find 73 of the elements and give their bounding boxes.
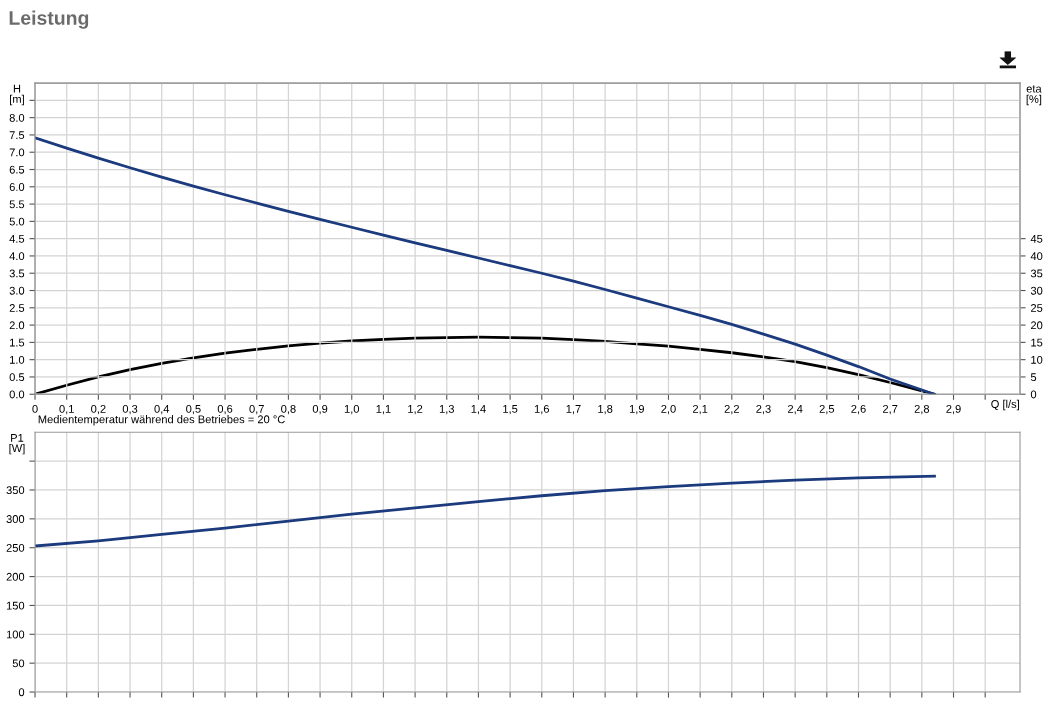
y2-tick-label: 10 (1031, 355, 1043, 364)
x-tick-label: 0,9 (312, 404, 328, 415)
x-tick-label: 0,5 (186, 404, 201, 415)
y-tick-label: 1.5 (10, 338, 25, 347)
y-tick-label: 5.5 (9, 200, 25, 209)
line-series (35, 136, 936, 395)
y2-tick-label: 0 (1030, 390, 1037, 399)
x-tick-label: 1,8 (598, 404, 613, 415)
y-tick-label: 4.5 (9, 235, 25, 243)
x-tick-label: 1,6 (534, 404, 550, 415)
x-tick-label: 0,7 (249, 404, 264, 415)
y-axis-title: P1 [W] (9, 434, 25, 455)
x-tick-label: 0,8 (281, 404, 296, 415)
y-tick-label: 350 (6, 486, 25, 495)
y2-axis-title: eta [%] (1026, 85, 1042, 106)
line-series (35, 474, 936, 548)
y-tick-label: 50 (12, 659, 25, 668)
x-tick-label: 0,6 (217, 404, 233, 415)
y2-tick-label: 35 (1030, 269, 1043, 278)
y-tick-label: 0.5 (9, 373, 25, 382)
y-tick-label: 7.0 (9, 148, 25, 157)
y2-tick-label: 15 (1031, 338, 1043, 347)
x-tick-label: 1,3 (439, 404, 454, 415)
x-tick-label: 1,7 (566, 405, 581, 415)
y-tick-label: 4.0 (9, 252, 25, 261)
y2-tick-label: 45 (1030, 235, 1043, 243)
y-tick-label: 0.0 (9, 390, 25, 399)
y-tick-label: 5.0 (9, 217, 25, 226)
x-tick-label: 2,3 (756, 404, 771, 415)
y2-tick-label: 25 (1030, 304, 1043, 312)
y-tick-label: 2.5 (9, 304, 25, 312)
x-tick-label: 2,5 (819, 404, 835, 415)
y-tick-label: 150 (6, 601, 25, 610)
x-tick-label: 2,6 (851, 404, 866, 415)
y-tick-label: 3.0 (9, 286, 25, 295)
y2-tick-label: 5 (1030, 373, 1037, 382)
x-tick-label: 0 (32, 404, 38, 413)
x-tick-label: 1,1 (376, 405, 391, 415)
y-tick-label: 8.0 (9, 113, 25, 122)
y-tick-label: 2.0 (9, 321, 25, 330)
x-tick-label: 2,1 (692, 404, 708, 415)
x-tick-label: 0,3 (122, 404, 138, 415)
y2-tick-label: 40 (1030, 252, 1043, 261)
y2-tick-label: 30 (1030, 286, 1043, 295)
x-tick-label: 1,2 (408, 404, 423, 415)
y-tick-label: 3.5 (9, 269, 25, 278)
x-tick-label: 2,7 (883, 404, 898, 415)
y-tick-label: 300 (6, 515, 25, 523)
x-tick-label: 0,2 (91, 404, 106, 415)
x-tick-label: 1,5 (503, 405, 518, 415)
chart-title: Leistung (9, 10, 89, 29)
x-tick-label: 2,2 (724, 404, 739, 415)
x-axis-title: Q [l/s] (991, 399, 1019, 411)
y-tick-label: 100 (6, 630, 25, 639)
y2-tick-label: 20 (1030, 321, 1043, 330)
x-tick-label: 2,9 (946, 404, 961, 415)
x-tick-label: 1,0 (344, 404, 360, 415)
x-tick-label: 1,4 (471, 405, 486, 415)
x-tick-label: 0,4 (154, 404, 170, 415)
y-axis-title: H [m] (10, 84, 24, 106)
x-tick-label: 2,4 (787, 404, 803, 415)
x-tick-label: 1,9 (629, 404, 644, 415)
x-tick-label: 2,0 (661, 404, 676, 415)
x-tick-label: 2,8 (914, 404, 930, 415)
y-tick-label: 250 (6, 543, 25, 552)
y-tick-label: 6.5 (9, 165, 25, 174)
y-tick-label: 6.0 (9, 183, 25, 191)
y-tick-label: 1.0 (10, 355, 25, 364)
y-tick-label: 200 (6, 572, 25, 581)
x-tick-label: 0,1 (59, 404, 74, 415)
y-tick-label: 7.5 (9, 131, 25, 140)
y-tick-label: 0 (18, 688, 25, 697)
text: Medientemperatur während des Betriebes = 20 °C (38, 415, 285, 426)
